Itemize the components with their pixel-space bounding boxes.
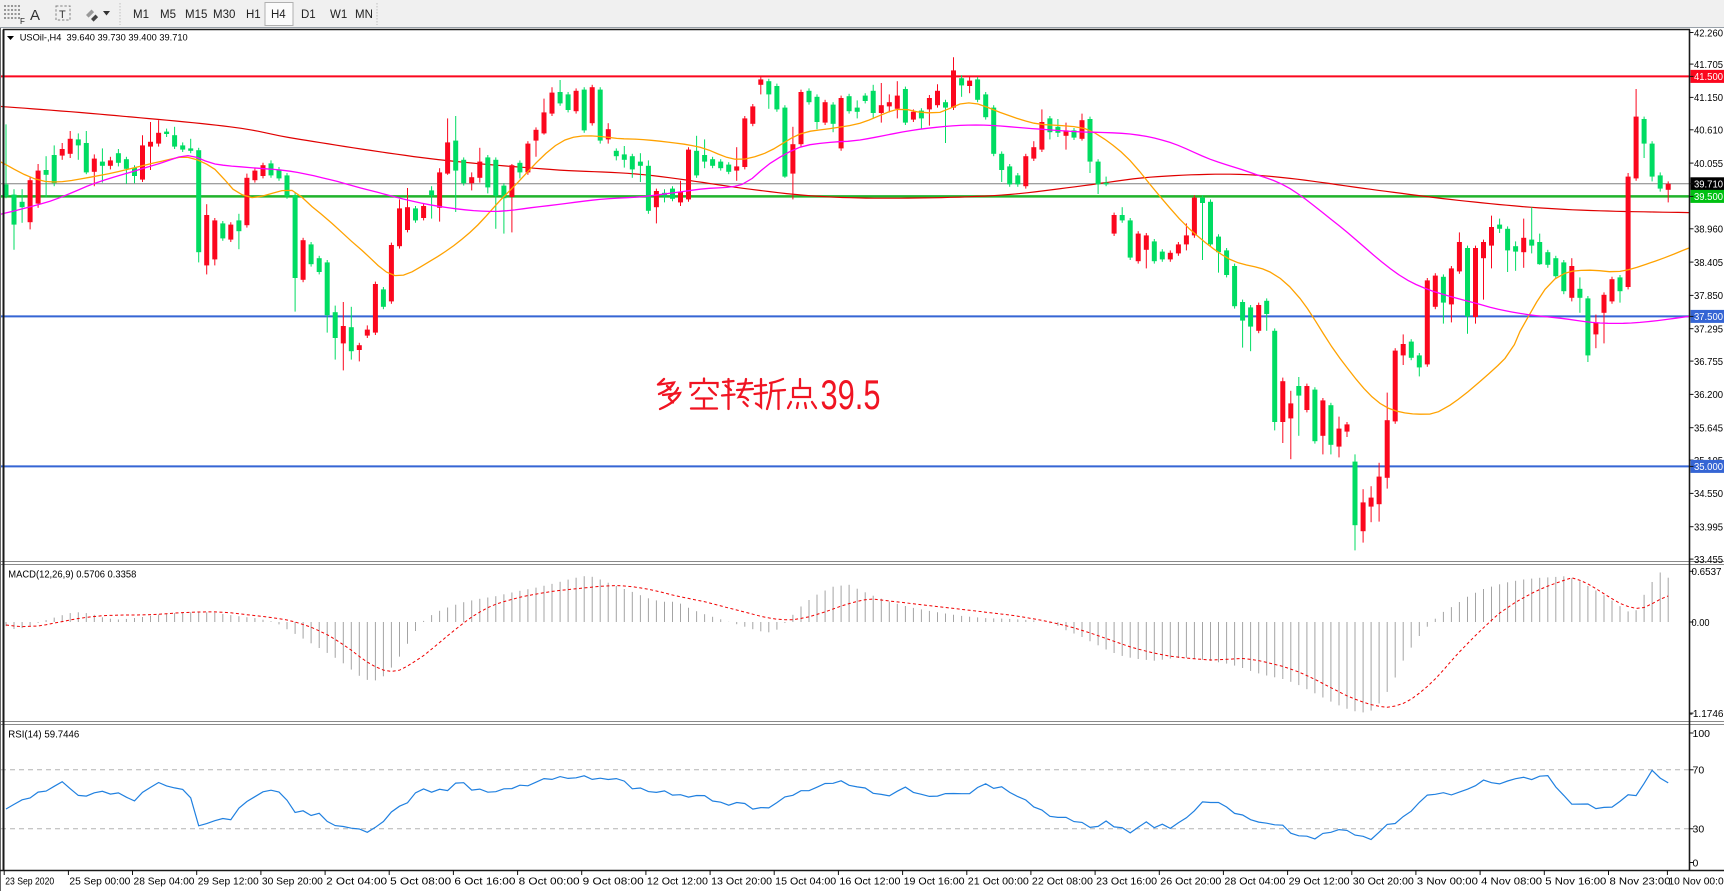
svg-text:D1: D1 <box>301 9 316 21</box>
svg-text:M5: M5 <box>160 9 176 21</box>
svg-text:34.550: 34.550 <box>1694 488 1723 500</box>
svg-text:8 Oct 00:00: 8 Oct 00:00 <box>519 876 580 888</box>
svg-text:33.995: 33.995 <box>1694 522 1723 534</box>
svg-text:25 Sep 00:00: 25 Sep 00:00 <box>69 876 130 888</box>
svg-text:W1: W1 <box>330 9 347 21</box>
svg-text:2 Oct 04:00: 2 Oct 04:00 <box>326 876 387 888</box>
svg-text:41.150: 41.150 <box>1694 92 1723 104</box>
svg-text:23 Oct 16:00: 23 Oct 16:00 <box>1096 876 1157 888</box>
svg-text:38.960: 38.960 <box>1694 224 1723 236</box>
svg-text:-1.1746: -1.1746 <box>1690 708 1724 720</box>
svg-text:15 Oct 04:00: 15 Oct 04:00 <box>775 876 836 888</box>
svg-text:35.000: 35.000 <box>1694 461 1723 473</box>
svg-text:21 Oct 00:00: 21 Oct 00:00 <box>968 876 1029 888</box>
svg-text:70: 70 <box>1693 765 1705 777</box>
svg-text:35.645: 35.645 <box>1694 423 1723 435</box>
svg-text:36.755: 36.755 <box>1694 356 1723 368</box>
svg-text:19 Oct 16:00: 19 Oct 16:00 <box>904 876 965 888</box>
svg-text:6 Oct 16:00: 6 Oct 16:00 <box>454 876 515 888</box>
svg-text:0.6537: 0.6537 <box>1692 566 1722 578</box>
svg-text:5 Nov 16:00: 5 Nov 16:00 <box>1545 876 1606 888</box>
svg-text:42.260: 42.260 <box>1694 27 1723 39</box>
svg-text:12 Oct 12:00: 12 Oct 12:00 <box>647 876 708 888</box>
svg-text:26 Oct 20:00: 26 Oct 20:00 <box>1160 876 1221 888</box>
svg-text:41.500: 41.500 <box>1694 71 1723 83</box>
svg-text:M15: M15 <box>185 9 207 21</box>
svg-text:38.405: 38.405 <box>1694 257 1723 269</box>
svg-text:A: A <box>30 7 40 24</box>
svg-text:5 Oct 08:00: 5 Oct 08:00 <box>390 876 451 888</box>
svg-text:23 Sep 2020: 23 Sep 2020 <box>5 876 54 888</box>
svg-text:M30: M30 <box>213 9 235 21</box>
svg-text:H1: H1 <box>246 9 261 21</box>
svg-text:H4: H4 <box>271 9 286 21</box>
svg-text:29 Oct 12:00: 29 Oct 12:00 <box>1289 876 1350 888</box>
svg-text:39.500: 39.500 <box>1694 191 1723 203</box>
svg-text:MACD(12,26,9) 0.5706 0.3358: MACD(12,26,9) 0.5706 0.3358 <box>8 570 136 581</box>
svg-text:13 Oct 20:00: 13 Oct 20:00 <box>711 876 772 888</box>
svg-text:30 Sep 20:00: 30 Sep 20:00 <box>262 876 323 888</box>
svg-text:4 Nov 08:00: 4 Nov 08:00 <box>1481 876 1542 888</box>
svg-text:9 Oct 08:00: 9 Oct 08:00 <box>583 876 644 888</box>
svg-text:22 Oct 08:00: 22 Oct 08:00 <box>1032 876 1093 888</box>
svg-text:MN: MN <box>355 9 373 21</box>
svg-text:30: 30 <box>1693 824 1705 836</box>
svg-text:16 Oct 12:00: 16 Oct 12:00 <box>839 876 900 888</box>
svg-text:29 Sep 12:00: 29 Sep 12:00 <box>198 876 259 888</box>
svg-text:RSI(14) 59.7446: RSI(14) 59.7446 <box>8 730 79 741</box>
svg-text:0: 0 <box>1693 857 1699 869</box>
svg-text:40.610: 40.610 <box>1694 125 1723 137</box>
svg-text:0.00: 0.00 <box>1692 617 1710 629</box>
svg-text:USOil-,H4 39.640 39.730 39.40: USOil-,H4 39.640 39.730 39.400 39.710 <box>20 33 188 44</box>
svg-text:37.500: 37.500 <box>1694 311 1723 323</box>
svg-text:10 Nov 00:00: 10 Nov 00:00 <box>1668 876 1724 888</box>
svg-text:40.055: 40.055 <box>1694 158 1723 170</box>
svg-text:33.455: 33.455 <box>1694 554 1723 566</box>
svg-text:41.705: 41.705 <box>1694 59 1723 71</box>
svg-text:M1: M1 <box>133 9 149 21</box>
svg-text:8 Nov 23:00: 8 Nov 23:00 <box>1610 876 1671 888</box>
svg-text:39.710: 39.710 <box>1694 179 1723 191</box>
svg-text:28 Sep 04:00: 28 Sep 04:00 <box>134 876 195 888</box>
svg-text:3 Nov 00:00: 3 Nov 00:00 <box>1417 876 1478 888</box>
svg-text:28 Oct 04:00: 28 Oct 04:00 <box>1224 876 1285 888</box>
svg-text:36.200: 36.200 <box>1694 389 1723 401</box>
svg-text:100: 100 <box>1693 728 1711 740</box>
svg-text:F: F <box>20 17 25 26</box>
svg-text:30 Oct 20:00: 30 Oct 20:00 <box>1353 876 1414 888</box>
svg-text:T: T <box>59 9 66 21</box>
svg-text:39.5: 39.5 <box>821 371 881 418</box>
svg-text:37.850: 37.850 <box>1694 290 1723 302</box>
svg-text:37.295: 37.295 <box>1694 324 1723 336</box>
